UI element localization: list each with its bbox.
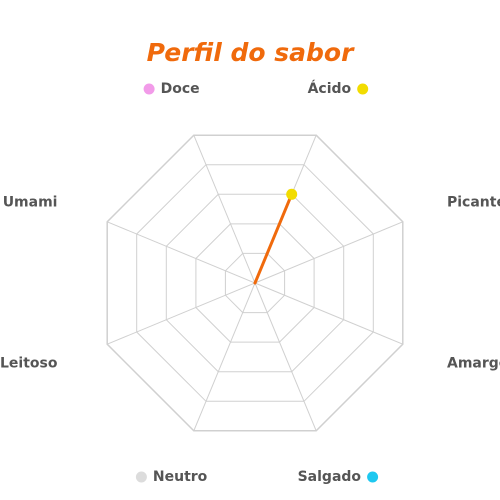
axis-label: Salgado — [298, 469, 379, 485]
axis-label: Ácido — [308, 80, 369, 97]
axis-label-text: Neutro — [153, 469, 208, 485]
axis-label: Neutro — [135, 469, 208, 485]
series-shape — [253, 192, 294, 285]
axis-spoke — [193, 135, 256, 284]
axis-label-text: Leitoso — [0, 355, 58, 371]
axis-spoke — [107, 221, 256, 284]
axis-label: Picante — [447, 195, 500, 211]
legend-dot — [135, 471, 147, 483]
axis-labels: Ácido Picante Amargo Salgado Neutro Leitoso Um… — [0, 80, 500, 485]
legend-dot — [367, 471, 379, 483]
axis-spoke — [254, 221, 403, 284]
data-point — [286, 188, 298, 200]
chart-title: Perfil do sabor — [146, 38, 354, 67]
axis-spoke — [193, 282, 256, 431]
axis-label: Doce — [143, 81, 200, 97]
axis-label-text: Salgado — [298, 469, 362, 485]
axis-spoke — [107, 282, 256, 345]
axis-label-text: Ácido — [308, 80, 352, 97]
axis-label-text: Amargo — [447, 355, 500, 371]
radar-series — [253, 188, 298, 285]
axis-label: Umami — [3, 195, 58, 211]
axis-label: Leitoso — [0, 355, 58, 371]
legend-dot — [143, 83, 155, 95]
axis-spoke — [254, 282, 317, 431]
axis-spoke — [254, 282, 403, 345]
axis-label-text: Doce — [161, 81, 200, 97]
axis-label-text: Picante — [447, 195, 500, 211]
axis-label: Amargo — [447, 355, 500, 371]
legend-dot — [357, 83, 369, 95]
axis-label-text: Umami — [3, 195, 58, 211]
